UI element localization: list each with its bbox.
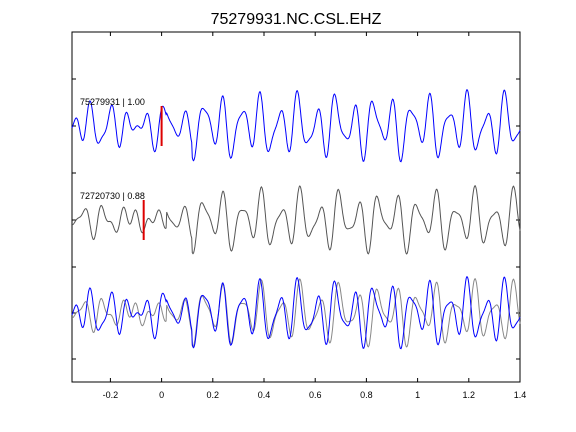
x-tick-label: 0.4 <box>258 390 271 400</box>
x-tick-label: 1.2 <box>463 390 476 400</box>
x-tick-label: 0.6 <box>309 390 322 400</box>
plot-area-frame <box>71 31 521 383</box>
overlay-trace-72720730 <box>71 277 521 348</box>
x-tick-label: 0.2 <box>207 390 220 400</box>
trace-72720730 <box>71 184 521 255</box>
pick-markers <box>142 106 163 240</box>
chart-title: 75279931.NC.CSL.EHZ <box>211 11 382 28</box>
overlay-trace-75279931 <box>71 275 521 350</box>
trace-label: 72720730 | 0.88 <box>80 191 145 201</box>
trace-75279931 <box>71 88 521 163</box>
x-tick-label: 1.4 <box>514 390 527 400</box>
x-tick-label: 0 <box>159 390 164 400</box>
traces <box>71 88 521 350</box>
trace-label: 75279931 | 1.00 <box>80 97 145 107</box>
x-ticks: -0.2 0 0.2 0.4 0.6 0.8 1 1.2 1.4 <box>103 32 527 400</box>
x-tick-label: 1 <box>415 390 420 400</box>
trace-labels: 75279931 | 1.00 72720730 | 0.88 <box>80 97 145 201</box>
x-tick-label: -0.2 <box>103 390 119 400</box>
x-tick-label: 0.8 <box>360 390 373 400</box>
